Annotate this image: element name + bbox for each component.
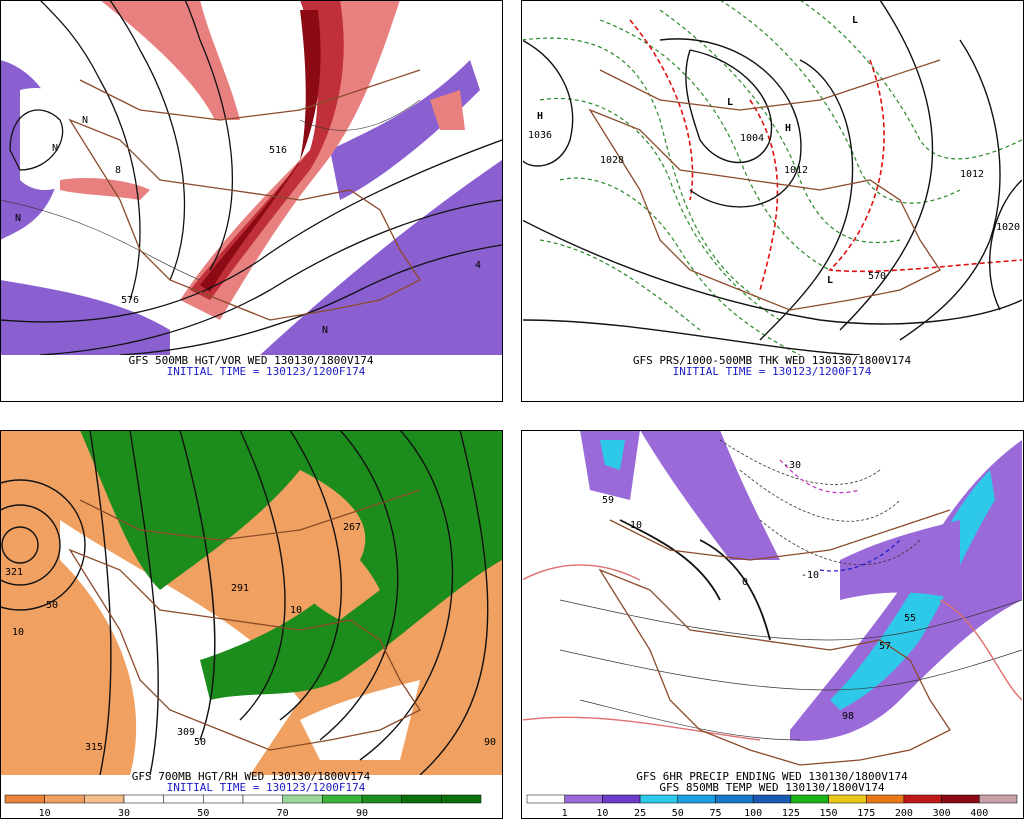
map-label: H <box>537 111 543 122</box>
map-label: -10 <box>801 570 819 581</box>
panel-caption: GFS 700MB HGT/RH WED 130130/1800V174 <box>132 770 371 783</box>
panel-frame <box>0 0 503 402</box>
colorbar-swatch <box>639 794 679 804</box>
colorbar-label: 175 <box>857 808 875 819</box>
map-label: 98 <box>842 711 854 722</box>
colorbar-swatch <box>602 794 641 804</box>
map-label: 309 <box>177 727 195 738</box>
colorbar-swatch <box>752 794 792 804</box>
map-label: N <box>82 115 88 126</box>
colorbar-label: 300 <box>933 808 951 819</box>
panel-caption: GFS 500MB HGT/VOR WED 130130/1800V174 <box>128 354 373 367</box>
map-label: 10 <box>12 627 24 638</box>
colorbar-swatch <box>322 794 363 804</box>
map-label: 50 <box>46 600 58 611</box>
colorbar-label: 10 <box>39 808 51 819</box>
map-label: 1020 <box>996 222 1020 233</box>
panel-subcaption: INITIAL TIME = 130123/1200F174 <box>167 365 366 378</box>
map-700mb <box>1 431 502 775</box>
panel-caption: GFS 850MB TEMP WED 130130/1800V174 <box>659 781 885 794</box>
map-label: 90 <box>484 737 496 748</box>
map-label: -30 <box>783 460 801 471</box>
map-label: 10 <box>630 520 642 531</box>
map-label: 1012 <box>784 165 808 176</box>
map-label: 0 <box>742 577 748 588</box>
panel-caption: GFS 6HR PRECIP ENDING WED 130130/1800V17… <box>636 770 908 783</box>
colorbar-swatch <box>828 794 867 804</box>
colorbar-label: 200 <box>895 808 913 819</box>
map-label: 516 <box>269 145 287 156</box>
colorbar-swatch <box>441 794 482 804</box>
colorbar-label: 75 <box>709 808 721 819</box>
colorbar-swatch <box>903 794 942 804</box>
map-label: 57 <box>879 641 891 652</box>
map-label: 59 <box>602 495 614 506</box>
colorbar-swatch <box>564 794 603 804</box>
colorbar-swatch <box>790 794 829 804</box>
colorbar-swatch <box>282 794 323 804</box>
colorbar-swatch <box>44 794 85 804</box>
colorbar-label: 50 <box>197 808 209 819</box>
map-label: L <box>727 97 733 108</box>
colorbar-label: 400 <box>970 808 988 819</box>
colorbar-swatch <box>526 794 565 804</box>
colorbar-swatch <box>361 794 402 804</box>
map-label: N <box>52 143 58 154</box>
colorbar-label: 125 <box>782 808 800 819</box>
map-label: H <box>785 123 791 134</box>
colorbar-label: 10 <box>596 808 608 819</box>
colorbar-label: 90 <box>356 808 368 819</box>
map-label: 4 <box>475 260 481 271</box>
colorbar-label: 50 <box>672 808 684 819</box>
panel-caption: GFS PRS/1000-500MB THK WED 130130/1800V1… <box>633 354 912 367</box>
colorbar-swatch <box>865 794 905 804</box>
panel-subcaption: INITIAL TIME = 130123/1200F174 <box>673 365 872 378</box>
colorbar-label: 1 <box>562 808 568 819</box>
map-label: 315 <box>85 742 103 753</box>
colorbar-label: 25 <box>634 808 646 819</box>
colorbar-label: 100 <box>744 808 762 819</box>
map-label: N <box>322 325 328 336</box>
colorbar-swatch <box>401 794 442 804</box>
map-label: 1036 <box>528 130 552 141</box>
colorbar-swatch <box>203 794 244 804</box>
colorbar-label: 150 <box>820 808 838 819</box>
map-mslp <box>523 1 1022 355</box>
map-label: 1012 <box>960 169 984 180</box>
panel-subcaption: INITIAL TIME = 130123/1200F174 <box>167 781 366 794</box>
map-label: L <box>852 15 858 26</box>
map-label: 576 <box>121 295 139 306</box>
colorbar-swatch <box>715 794 754 804</box>
map-500mb <box>1 1 502 355</box>
colorbar-label: 70 <box>277 808 289 819</box>
map-label: 321 <box>5 567 23 578</box>
map-label: 8 <box>115 165 121 176</box>
map-label: 1028 <box>600 155 624 166</box>
colorbar-swatch <box>4 794 45 804</box>
map-label: N <box>15 213 21 224</box>
map-label: L <box>827 275 833 286</box>
colorbar-swatch <box>84 794 125 804</box>
map-label: 570 <box>868 271 886 282</box>
map-label: 10 <box>290 605 302 616</box>
map-label: 1004 <box>740 133 764 144</box>
colorbar-swatch <box>677 794 716 804</box>
colorbar-swatch <box>941 794 980 804</box>
colorbar-label: 30 <box>118 808 130 819</box>
colorbar-swatch <box>163 794 204 804</box>
colorbars: 10 30 50 70 90 1 10 25 50 75 100 125 150 175 200 300 400 <box>4 794 1018 819</box>
map-label: 291 <box>231 583 249 594</box>
colorbar-swatch <box>979 794 1018 804</box>
map-precip <box>523 431 1022 775</box>
map-label: 267 <box>343 522 361 533</box>
map-label: 50 <box>194 737 206 748</box>
colorbar-swatch <box>242 794 283 804</box>
map-label: 55 <box>904 613 916 624</box>
colorbar-swatch <box>123 794 164 804</box>
